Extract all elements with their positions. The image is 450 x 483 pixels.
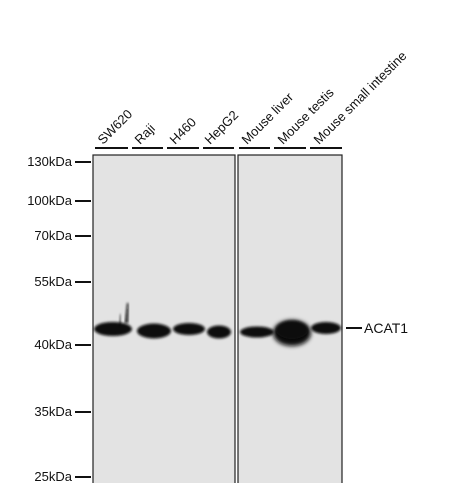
marker-label-55kda: 55kDa [34, 274, 72, 289]
membrane-panel-left [92, 154, 236, 483]
band-sw620 [94, 322, 132, 336]
marker-label-70kda: 70kDa [34, 228, 72, 243]
band-h460 [173, 323, 205, 335]
band-sw620-artifact [125, 303, 129, 323]
marker-labels: 130kDa 100kDa 70kDa 55kDa 40kDa 35kDa 25… [27, 154, 73, 483]
band-mouse-testis-core [276, 321, 308, 339]
band-hepg2 [207, 325, 231, 339]
lane-labels: SW620 Raji H460 HepG2 Mouse liver Mouse … [95, 48, 410, 147]
marker-label-35kda: 35kDa [34, 404, 72, 419]
marker-label-100kda: 100kDa [27, 193, 73, 208]
lane-label-raji: Raji [132, 121, 159, 148]
membrane-panel-right [237, 154, 343, 483]
band-mouse-small-intestine [311, 322, 341, 334]
lane-label-hepg2: HepG2 [202, 107, 242, 147]
band-annotation-label: ACAT1 [364, 320, 408, 336]
membrane-panels [92, 154, 343, 483]
lane-label-h460: H460 [167, 115, 200, 148]
band-mouse-liver [240, 326, 274, 338]
lane-label-sw620: SW620 [95, 106, 136, 147]
marker-label-130kda: 130kDa [27, 154, 73, 169]
band-sw620-artifact-2 [119, 314, 121, 325]
band-raji [137, 323, 171, 339]
bands [94, 303, 341, 346]
marker-label-25kda: 25kDa [34, 469, 72, 483]
marker-label-40kda: 40kDa [34, 337, 72, 352]
band-annotation: ACAT1 [346, 320, 408, 336]
marker-ticks [75, 161, 91, 478]
